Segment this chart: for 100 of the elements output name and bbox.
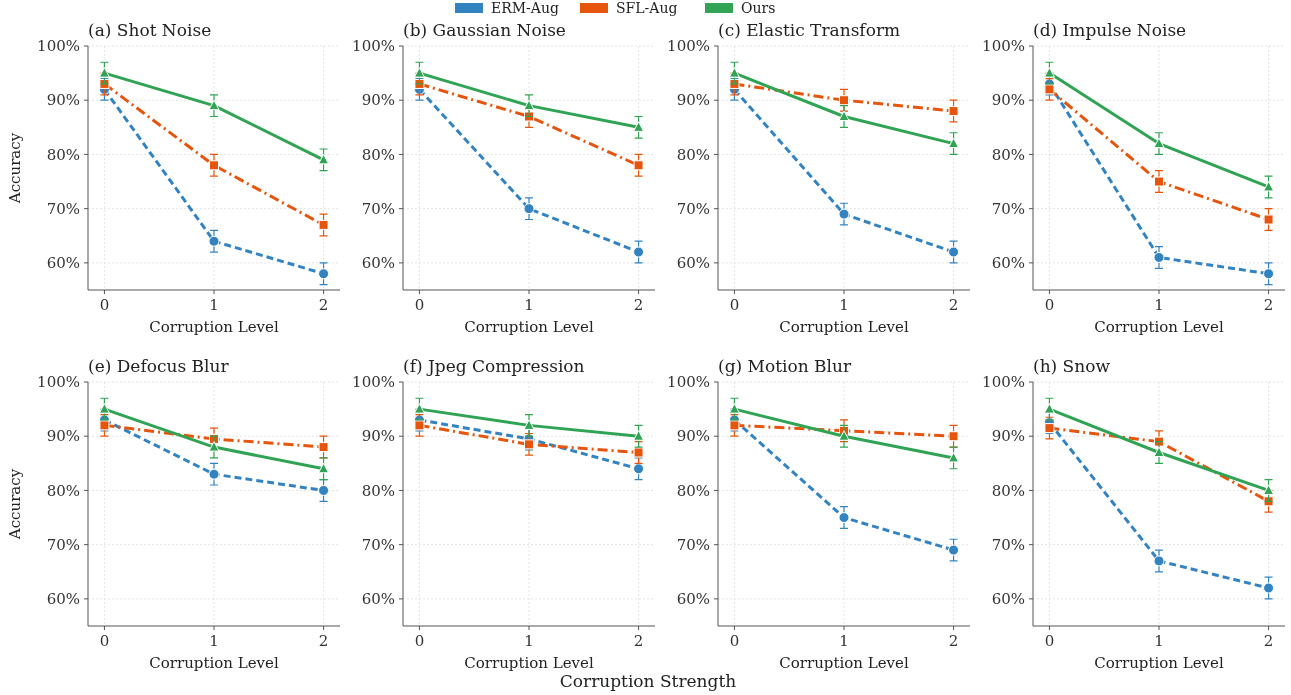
- point: [208, 468, 220, 480]
- x-tick-label: 1: [839, 296, 849, 314]
- x-axis-title: Corruption Level: [1094, 654, 1224, 672]
- y-tick-label: 80%: [676, 145, 710, 164]
- point: [318, 268, 330, 280]
- y-tick-label: 100%: [982, 37, 1025, 56]
- point: [523, 99, 535, 111]
- y-tick-label: 60%: [991, 254, 1025, 273]
- x-axis-title: Corruption Level: [1094, 318, 1224, 336]
- x-tick-label: 2: [948, 632, 959, 650]
- point: [633, 447, 644, 458]
- point: [318, 153, 330, 165]
- x-tick-label: 1: [209, 632, 219, 650]
- y-tick-label: 100%: [37, 37, 80, 56]
- y-tick-label: 80%: [361, 145, 395, 164]
- y-tick-label: 70%: [676, 199, 710, 218]
- x-tick-label: 0: [414, 296, 425, 314]
- chart-title: (d) Impulse Noise: [1033, 20, 1187, 40]
- y-tick-label: 60%: [46, 590, 80, 609]
- y-tick-label: 70%: [46, 199, 80, 218]
- y-tick-label: 70%: [991, 535, 1025, 554]
- x-tick-label: 1: [524, 296, 534, 314]
- point: [318, 484, 330, 496]
- y-tick-label: 80%: [676, 481, 710, 500]
- point: [1154, 176, 1164, 187]
- x-tick-label: 1: [839, 632, 849, 650]
- x-tick-label: 2: [948, 296, 959, 314]
- y-tick-label: 100%: [37, 373, 80, 392]
- point: [948, 544, 960, 556]
- chart-title: (c) Elastic Transform: [718, 20, 901, 40]
- y-tick-label: 100%: [352, 37, 395, 56]
- point: [523, 419, 535, 430]
- point: [729, 420, 740, 431]
- y-tick-label: 90%: [676, 427, 710, 446]
- x-tick-label: 1: [209, 296, 219, 314]
- point: [838, 512, 850, 524]
- x-tick-label: 1: [1154, 296, 1164, 314]
- x-tick-label: 2: [1263, 296, 1274, 314]
- y-tick-label: 80%: [361, 481, 395, 500]
- point: [948, 246, 960, 258]
- x-axis-title: Corruption Level: [149, 318, 279, 336]
- legend-label: SFL-Aug: [616, 0, 678, 16]
- y-tick-label: 100%: [667, 373, 710, 392]
- chart-title: (e) Defocus Blur: [88, 356, 230, 376]
- point: [1263, 268, 1275, 280]
- x-tick-label: 0: [1044, 632, 1055, 650]
- point: [1263, 214, 1274, 225]
- point: [948, 451, 960, 463]
- y-tick-label: 100%: [667, 37, 710, 56]
- x-tick-label: 0: [729, 632, 740, 650]
- y-tick-label: 80%: [46, 145, 80, 164]
- point: [633, 463, 645, 475]
- y-tick-label: 70%: [361, 199, 395, 218]
- point: [209, 160, 219, 171]
- y-tick-label: 60%: [676, 254, 710, 273]
- point: [98, 403, 110, 414]
- point: [633, 160, 644, 171]
- point: [838, 208, 850, 220]
- y-tick-label: 60%: [991, 590, 1025, 609]
- legend-label: ERM-Aug: [491, 0, 559, 16]
- chart-title: (g) Motion Blur: [718, 356, 852, 376]
- point: [413, 403, 425, 414]
- y-tick-label: 100%: [352, 373, 395, 392]
- x-tick-label: 0: [99, 632, 110, 650]
- x-tick-label: 0: [729, 296, 740, 314]
- point: [208, 99, 220, 111]
- x-tick-label: 2: [1263, 632, 1274, 650]
- point: [1153, 137, 1165, 149]
- y-tick-label: 70%: [676, 535, 710, 554]
- point: [99, 420, 110, 431]
- point: [318, 219, 329, 230]
- point: [1044, 84, 1055, 95]
- y-tick-label: 80%: [991, 145, 1025, 164]
- point: [208, 235, 220, 247]
- chart-title: (a) Shot Noise: [88, 20, 212, 40]
- point: [728, 403, 740, 414]
- y-tick-label: 70%: [46, 535, 80, 554]
- x-tick-label: 2: [318, 632, 329, 650]
- y-tick-label: 90%: [46, 427, 80, 446]
- x-axis-title: Corruption Level: [779, 318, 909, 336]
- point: [98, 67, 110, 78]
- point: [948, 106, 959, 117]
- y-tick-label: 70%: [991, 199, 1025, 218]
- x-tick-label: 0: [1044, 296, 1055, 314]
- x-tick-label: 0: [99, 296, 110, 314]
- y-tick-label: 90%: [46, 91, 80, 110]
- text: Corruption Strength: [559, 671, 737, 691]
- chart-title: (f) Jpeg Compression: [403, 356, 585, 376]
- point: [1263, 582, 1275, 594]
- y-tick-label: 70%: [361, 535, 395, 554]
- y-tick-label: 60%: [46, 254, 80, 273]
- point: [1263, 484, 1275, 495]
- legend-label: Ours: [741, 0, 776, 16]
- y-axis-title: Accuracy: [6, 132, 24, 205]
- point: [838, 430, 850, 441]
- point: [633, 121, 645, 132]
- point: [524, 439, 534, 450]
- point: [318, 442, 329, 453]
- chart-title: (b) Gaussian Noise: [403, 20, 566, 40]
- y-tick-label: 80%: [991, 481, 1025, 500]
